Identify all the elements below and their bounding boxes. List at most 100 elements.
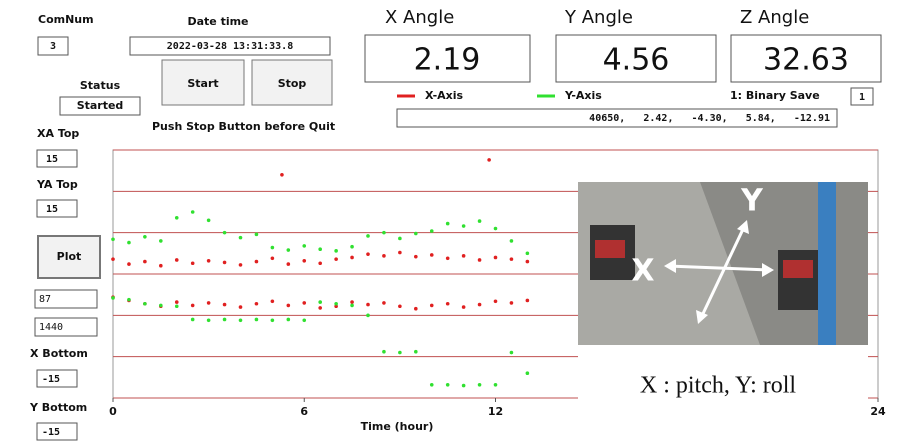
point	[302, 258, 307, 263]
point	[382, 349, 386, 354]
point	[318, 247, 322, 251]
point	[270, 245, 275, 250]
x-tick-label: 24	[870, 405, 886, 418]
point	[190, 317, 195, 322]
input-box[interactable]	[36, 369, 78, 388]
point	[334, 301, 338, 306]
point	[382, 230, 386, 235]
input-box[interactable]	[34, 317, 98, 337]
caption: X : pitch, Y: roll	[640, 373, 797, 399]
point	[111, 257, 115, 261]
point	[174, 300, 179, 304]
point	[280, 173, 284, 177]
arrowhead	[737, 220, 749, 234]
label: XA Top	[37, 127, 79, 140]
status-box	[59, 96, 141, 116]
point	[429, 229, 434, 233]
start-button[interactable]	[161, 59, 245, 106]
label: Date time	[187, 15, 248, 28]
input-box[interactable]	[34, 289, 98, 309]
point	[366, 302, 370, 307]
caption-area	[578, 345, 868, 425]
input-box[interactable]	[129, 36, 331, 56]
legend-label: Y-Axis	[564, 89, 602, 102]
value-box	[730, 34, 882, 83]
input-box[interactable]	[36, 149, 78, 168]
point	[238, 305, 243, 309]
point	[350, 244, 354, 249]
point	[254, 317, 259, 322]
x-tick-label: 12	[488, 405, 503, 418]
input-box[interactable]	[850, 87, 874, 106]
point	[206, 258, 211, 263]
point	[334, 249, 338, 253]
input-box[interactable]	[37, 36, 69, 56]
photo-overlay: X Y X : pitch, Y: roll	[578, 182, 868, 425]
input-box[interactable]	[36, 199, 78, 218]
point	[477, 219, 482, 223]
point	[525, 251, 530, 256]
input-box[interactable]	[36, 422, 78, 441]
point	[525, 371, 530, 376]
point	[111, 296, 115, 300]
point	[398, 304, 402, 309]
point	[286, 262, 291, 266]
angle-label: X Angle	[385, 7, 454, 28]
point	[254, 301, 259, 306]
point	[159, 263, 163, 268]
input-text: 15	[46, 204, 58, 215]
point	[429, 303, 434, 308]
plot-button[interactable]	[37, 235, 101, 279]
point	[461, 224, 466, 228]
x-axis-label: Time (hour)	[361, 420, 434, 433]
point	[174, 258, 179, 262]
label: Status	[80, 79, 121, 92]
point	[414, 306, 418, 311]
arrowhead	[664, 259, 676, 273]
point	[414, 231, 418, 236]
raw-data: 40650, 2.42, -4.30, 5.84, -12.91	[589, 113, 830, 124]
legend-label: X-Axis	[425, 89, 464, 102]
point	[190, 261, 195, 266]
axis-arrows	[667, 224, 771, 321]
point	[159, 303, 163, 308]
point	[509, 257, 514, 261]
legend: X-Axis Y-Axis	[397, 89, 602, 102]
point	[143, 301, 147, 306]
photo-label: X	[631, 254, 654, 289]
stop-button[interactable]	[251, 59, 333, 106]
point	[334, 257, 338, 261]
point	[493, 382, 498, 387]
label: YA Top	[36, 178, 78, 191]
value-box	[364, 34, 531, 83]
angle-value: 2.19	[414, 43, 481, 78]
point	[222, 302, 227, 307]
input-text: 15	[46, 154, 58, 165]
point	[350, 255, 354, 260]
raw-data-box	[396, 108, 838, 128]
point	[509, 239, 514, 243]
point	[461, 254, 466, 258]
point	[318, 300, 322, 304]
point	[493, 299, 498, 304]
point	[254, 232, 259, 237]
point	[382, 254, 386, 258]
x-tick-label: 6	[300, 405, 308, 418]
point	[238, 235, 243, 240]
point	[222, 230, 227, 235]
point	[382, 301, 386, 305]
point	[302, 318, 307, 323]
point	[238, 263, 243, 267]
point	[190, 303, 195, 308]
point	[302, 301, 307, 305]
point	[445, 256, 450, 261]
point	[493, 226, 498, 231]
angle-label: Z Angle	[740, 7, 809, 28]
point	[366, 234, 370, 238]
point	[318, 261, 322, 266]
label: 1: Binary Save	[730, 89, 820, 102]
point	[190, 210, 195, 214]
angle-value: 4.56	[603, 43, 670, 78]
point	[398, 350, 402, 355]
